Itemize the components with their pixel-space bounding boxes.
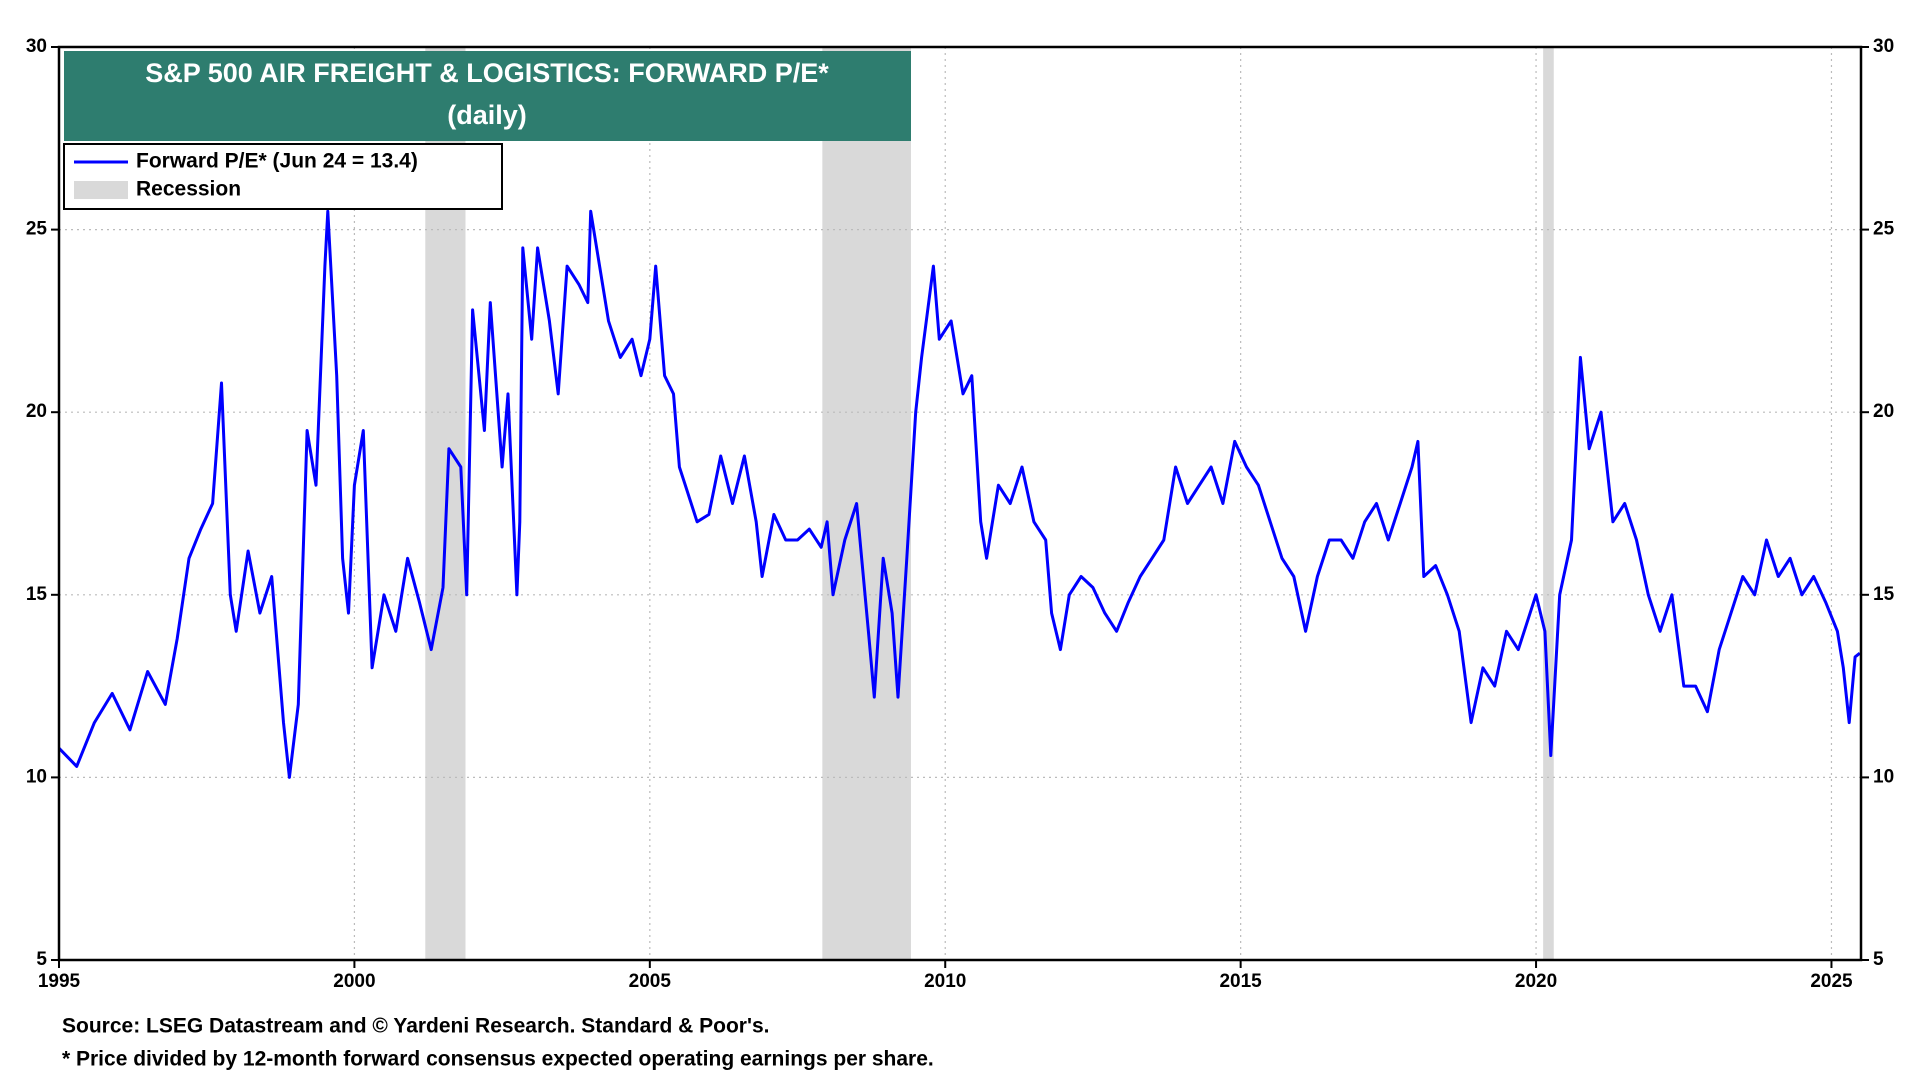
y2-tick-label: 30 — [1873, 36, 1894, 57]
y2-tick-label: 15 — [1873, 584, 1895, 605]
x-tick-label: 2025 — [1810, 971, 1853, 992]
y-tick-label: 15 — [26, 584, 48, 605]
data-line — [57, 209, 1861, 779]
y2-tick-label: 20 — [1873, 401, 1894, 422]
legend-label: Forward P/E* (Jun 24 = 13.4) — [136, 150, 418, 173]
y-tick-label: 5 — [36, 949, 47, 970]
y2-tick-label: 25 — [1873, 219, 1895, 240]
x-tick-label: 2015 — [1219, 971, 1262, 992]
legend-swatch — [74, 181, 128, 199]
y-tick-label: 20 — [26, 401, 47, 422]
chart-subtitle: (daily) — [447, 100, 527, 130]
y2-tick-label: 5 — [1873, 949, 1884, 970]
footnote: * Price divided by 12-month forward cons… — [62, 1048, 934, 1071]
recession-band — [1543, 47, 1554, 960]
source-note: Source: LSEG Datastream and © Yardeni Re… — [62, 1015, 769, 1038]
y-tick-label: 30 — [26, 36, 47, 57]
plot-frame — [57, 45, 1863, 962]
title-box — [64, 51, 911, 141]
y-tick-label: 10 — [26, 766, 47, 787]
x-tick-label: 2010 — [924, 971, 966, 992]
x-tick-label: 2020 — [1515, 971, 1557, 992]
y-tick-label: 25 — [26, 219, 48, 240]
y2-tick-label: 10 — [1873, 766, 1894, 787]
x-tick-label: 1995 — [38, 971, 81, 992]
x-tick-label: 2005 — [629, 971, 672, 992]
recession-band — [822, 47, 911, 960]
legend-box — [63, 143, 503, 210]
x-tick-label: 2000 — [333, 971, 375, 992]
chart-title: S&P 500 AIR FREIGHT & LOGISTICS: FORWARD… — [145, 58, 829, 88]
legend-label: Recession — [136, 178, 241, 201]
